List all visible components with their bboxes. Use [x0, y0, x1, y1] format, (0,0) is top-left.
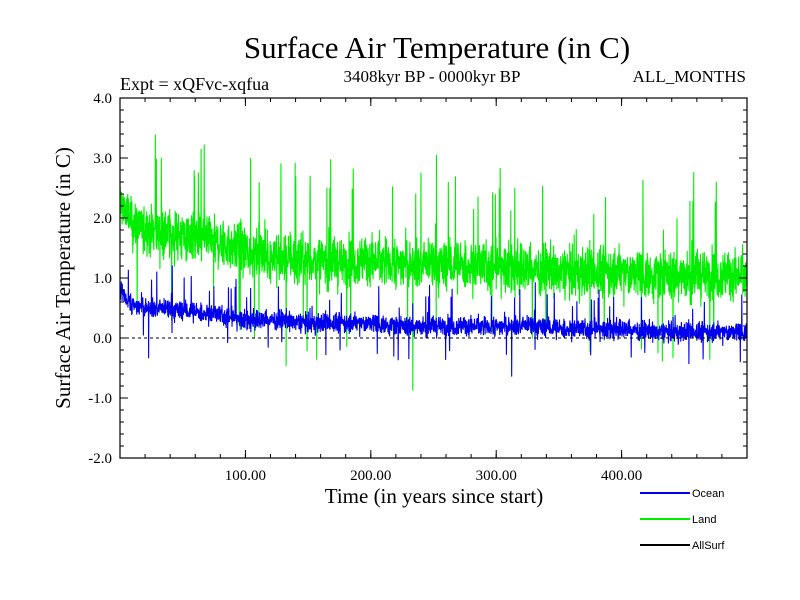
y-tick-label: -1.0 — [88, 391, 112, 407]
x-tick-label: 100.00 — [225, 468, 266, 484]
y-tick-labels: -2.0 -1.0 0.0 1.0 2.0 3.0 4.0 — [88, 91, 112, 467]
months-label: ALL_MONTHS — [633, 67, 746, 86]
legend-label-land: Land — [692, 514, 716, 526]
y-tick-label: 1.0 — [93, 271, 112, 287]
plot-area — [119, 97, 748, 459]
y-tick-label: -2.0 — [88, 451, 112, 467]
x-tick-label: 200.00 — [350, 468, 391, 484]
legend: Ocean Land AllSurf — [640, 488, 725, 552]
series-layer — [120, 134, 747, 391]
expt-label: Expt = xQFvc-xqfua — [120, 74, 269, 94]
x-tick-label: 400.00 — [601, 468, 642, 484]
legend-label-ocean: Ocean — [692, 488, 724, 500]
x-axis-label: Time (in years since start) — [325, 484, 544, 508]
legend-label-allsurf: AllSurf — [692, 540, 725, 552]
y-tick-label: 3.0 — [93, 151, 112, 167]
y-tick-label: 2.0 — [93, 211, 112, 227]
x-tick-labels: 100.00 200.00 300.00 400.00 — [225, 468, 642, 484]
series-line-ocean — [120, 265, 747, 377]
x-tick-label: 300.00 — [476, 468, 517, 484]
y-tick-label: 0.0 — [93, 331, 112, 347]
ticks-layer — [120, 97, 747, 459]
chart-title: Surface Air Temperature (in C) — [244, 30, 630, 65]
y-tick-label: 4.0 — [93, 91, 112, 107]
y-axis-label: Surface Air Temperature (in C) — [51, 147, 75, 409]
series-line-land — [120, 134, 747, 391]
chart-subtitle: 3408kyr BP - 0000kyr BP — [344, 67, 521, 86]
